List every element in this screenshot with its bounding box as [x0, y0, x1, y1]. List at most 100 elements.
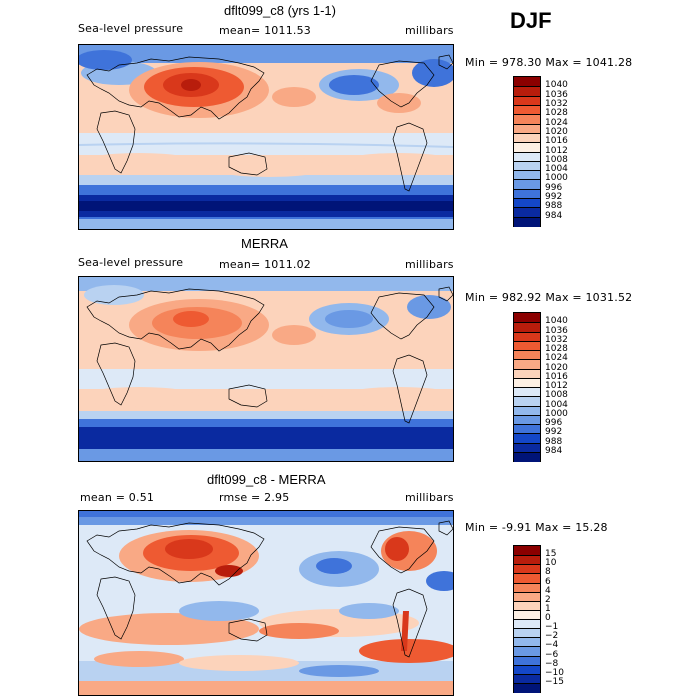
colorbar-tick-label: 1032 — [545, 334, 568, 345]
colorbar-tick-label: 984 — [545, 210, 563, 221]
colorbar-tick-label: 988 — [545, 436, 563, 447]
colorbar-tick-label: 8 — [545, 567, 551, 578]
colorbar-tick-label: 1016 — [545, 136, 568, 147]
minmax-label: Min = 982.92 Max = 1031.52 — [465, 291, 633, 304]
season-label: DJF — [510, 8, 552, 33]
colorbar-swatch — [514, 331, 540, 342]
colorbar-tick-label: 1012 — [545, 145, 568, 156]
units-label: millibars — [405, 24, 454, 37]
mean-label: mean= 1011.53 — [219, 24, 311, 37]
colorbar-tick-label: −4 — [545, 640, 559, 651]
colorbar-swatch — [514, 77, 540, 87]
colorbar-merra: 1040 1036 1032 1028 1024 1020 1016 1012 1008 1004… — [513, 312, 568, 462]
colorbar-difference: 15 10 8 6 4 2 1 0 −1 −2 −4 −6 −8 −10 −15 — [513, 545, 564, 693]
colorbar-tick-label: 984 — [545, 445, 563, 456]
colorbar-tick-label: 1040 — [545, 80, 568, 91]
colorbar-swatch — [514, 405, 540, 416]
colorbar-swatch — [514, 451, 540, 462]
colorbar-swatch — [514, 160, 540, 172]
colorbar-tick-label: 1000 — [545, 173, 568, 184]
mean-label: mean = 0.51 — [80, 491, 155, 504]
colorbar-tick-label: −10 — [545, 667, 564, 678]
colorbar-tick-label: 6 — [545, 576, 551, 587]
colorbar-tick-label: −8 — [545, 658, 559, 669]
colorbar-tick-label: 1000 — [545, 408, 568, 419]
mean-label: mean= 1011.02 — [219, 258, 311, 271]
units-label: millibars — [405, 491, 454, 504]
colorbar-tick-label: −2 — [545, 631, 559, 642]
colorbar-swatch — [514, 582, 540, 593]
panel-title: MERRA — [241, 236, 288, 251]
colorbar-swatch — [514, 664, 540, 675]
colorbar-swatch — [514, 86, 540, 97]
panel-title: dflt099_c8 - MERRA — [207, 472, 326, 487]
variable-label: Sea-level pressure — [78, 22, 184, 35]
colorbar-tick-label: 992 — [545, 192, 563, 203]
colorbar-swatch — [514, 377, 540, 388]
colorbar-tick-label: 1024 — [545, 117, 568, 128]
colorbar-swatch — [514, 188, 540, 200]
colorbar-tick-label: 1012 — [545, 381, 568, 391]
colorbar-swatch — [514, 151, 540, 162]
colorbar-swatch — [514, 637, 540, 648]
colorbar-swatch — [514, 619, 540, 630]
colorbar-swatch — [514, 442, 540, 453]
colorbar-tick-label: 1020 — [545, 362, 568, 373]
colorbar-swatch — [514, 646, 540, 657]
colorbar-swatch — [514, 322, 540, 333]
panel-title: dflt099_c8 (yrs 1-1) — [224, 3, 336, 18]
minmax-label: Min = 978.30 Max = 1041.28 — [465, 56, 633, 69]
colorbar-swatch — [514, 313, 540, 323]
colorbar-tick-label: 1032 — [545, 98, 568, 109]
colorbar-tick-label: 10 — [545, 558, 557, 569]
colorbar-tick-label: 992 — [545, 427, 563, 438]
slp-map-difference — [78, 510, 454, 696]
colorbar-swatch — [514, 179, 540, 190]
colorbar-tick-label: −6 — [545, 649, 559, 660]
colorbar-swatch — [514, 600, 540, 611]
colorbar-swatch — [514, 414, 540, 425]
colorbar-tick-label: 4 — [545, 585, 551, 596]
slp-map-merra — [78, 276, 454, 462]
colorbar-tick-label: 1036 — [545, 325, 568, 336]
colorbar-swatch — [514, 123, 540, 134]
colorbar-tick-label: 1 — [545, 603, 551, 614]
colorbar-swatch — [514, 396, 540, 407]
colorbar-swatch — [514, 170, 540, 181]
slp-map-model — [78, 44, 454, 230]
colorbar-swatch — [514, 609, 540, 620]
colorbar-swatch — [514, 387, 540, 398]
colorbar-tick-label: 1016 — [545, 371, 568, 382]
colorbar-swatch — [514, 655, 540, 666]
colorbar-swatch — [514, 104, 540, 116]
colorbar-tick-label: 1004 — [545, 164, 568, 175]
colorbar-swatch — [514, 682, 540, 693]
colorbar-tick-label: 15 — [545, 549, 557, 560]
colorbar-swatch — [514, 433, 540, 444]
colorbar-model: 1040 1036 1032 1028 1024 1020 1016 1012 1008 1004… — [513, 76, 568, 227]
colorbar-swatch — [514, 555, 540, 566]
colorbar-tick-label: 1020 — [545, 126, 568, 137]
colorbar-swatch — [514, 340, 540, 351]
colorbar-tick-label: 1008 — [545, 390, 568, 401]
units-label: millibars — [405, 258, 454, 271]
colorbar-tick-label: 996 — [545, 182, 563, 193]
colorbar-tick-label: 1028 — [545, 108, 568, 119]
colorbar-tick-label: 0 — [545, 613, 551, 623]
colorbar-swatch — [514, 216, 540, 227]
colorbar-swatch — [514, 424, 540, 435]
colorbar-swatch — [514, 546, 540, 556]
colorbar-swatch — [514, 114, 540, 125]
colorbar-swatch — [514, 368, 540, 379]
rmse-label: rmse = 2.95 — [219, 491, 290, 504]
colorbar-tick-label: 996 — [545, 418, 563, 428]
colorbar-tick-label: −15 — [545, 676, 564, 687]
colorbar-tick-label: 1024 — [545, 353, 568, 364]
colorbar-tick-label: −1 — [545, 622, 559, 633]
colorbar-tick-label: 1040 — [545, 316, 568, 327]
colorbar-swatch — [514, 132, 540, 144]
colorbar-swatch — [514, 591, 540, 602]
colorbar-swatch — [514, 95, 540, 106]
variable-label: Sea-level pressure — [78, 256, 184, 269]
colorbar-tick-label: 1036 — [545, 89, 568, 100]
